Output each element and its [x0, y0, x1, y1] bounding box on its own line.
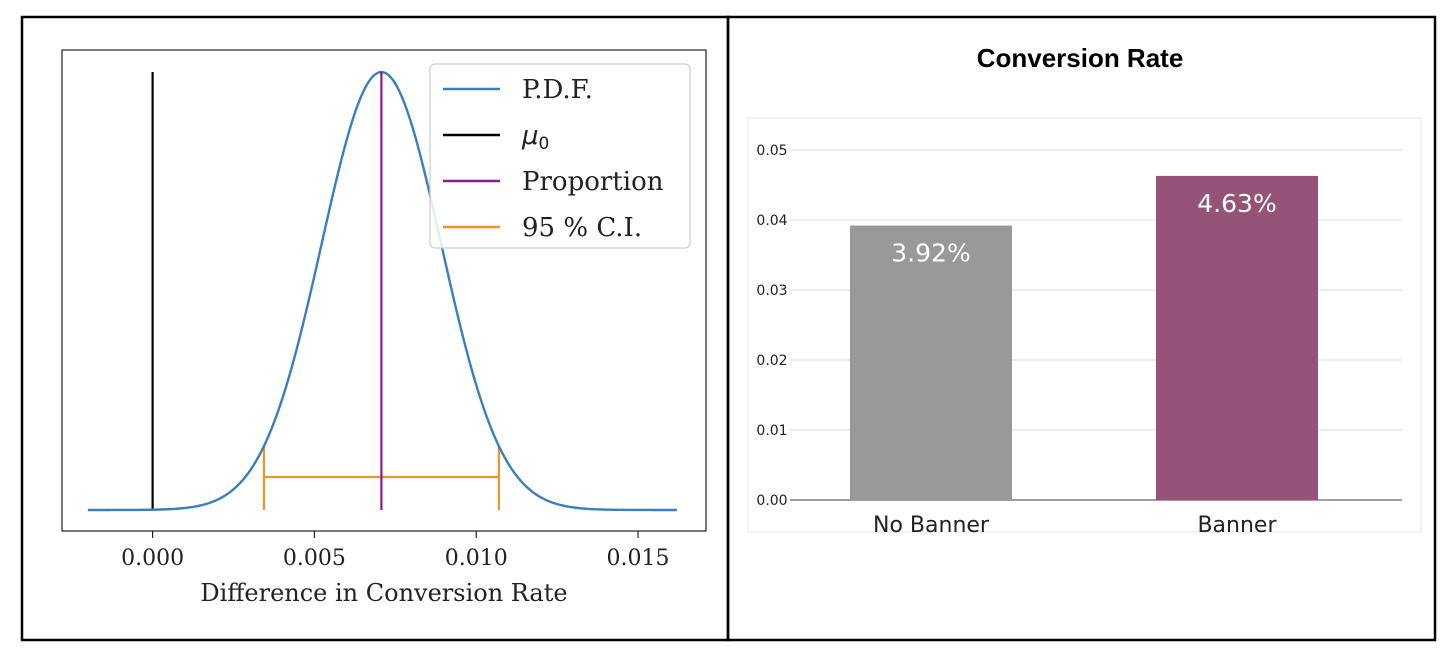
- bar-chart: Conversion Rate 0.00 0.01 0.02 0.03 0.04 0.05…: [747, 43, 1422, 538]
- legend-label: P.D.F.: [522, 75, 593, 105]
- legend-label: Proportion: [522, 167, 664, 197]
- y-tick-label: 0.04: [756, 213, 787, 229]
- legend: P.D.F. μ0 Proportion 95 % C.I.: [429, 63, 691, 249]
- distribution-chart: 0.000 0.005 0.010 0.015 Difference in Conve…: [61, 49, 707, 607]
- bars: 3.92% 4.63%: [850, 175, 1318, 500]
- x-axis-label: Difference in Conversion Rate: [200, 579, 567, 607]
- y-tick-label: 0.00: [756, 493, 787, 509]
- legend-label: 95 % C.I.: [522, 213, 642, 243]
- bar-data-label: 4.63%: [1197, 189, 1276, 218]
- chart-area: [747, 117, 1422, 533]
- plot-marks: [87, 70, 677, 512]
- y-tick-label: 0.05: [756, 143, 787, 159]
- x-tick-label: 0.010: [445, 546, 508, 571]
- y-tick-label: 0.01: [756, 423, 787, 439]
- x-axis-ticks: 0.000 0.005 0.010 0.015: [121, 531, 670, 571]
- chart-title: Conversion Rate: [977, 43, 1184, 73]
- bar: [850, 225, 1012, 500]
- x-tick-label: 0.000: [121, 546, 184, 571]
- y-tick-label: 0.02: [756, 353, 787, 369]
- legend-label: μ0: [521, 121, 549, 154]
- right-panel-frame: [726, 15, 1437, 642]
- category-label: No Banner: [873, 513, 990, 538]
- y-tick-label: 0.03: [756, 283, 787, 299]
- x-tick-label: 0.005: [283, 546, 346, 571]
- x-tick-label: 0.015: [607, 546, 670, 571]
- category-labels: No Banner Banner: [873, 513, 1277, 538]
- bar: [1156, 175, 1318, 500]
- category-label: Banner: [1197, 513, 1277, 538]
- legend-box: [429, 63, 691, 249]
- bar-data-label: 3.92%: [891, 239, 970, 268]
